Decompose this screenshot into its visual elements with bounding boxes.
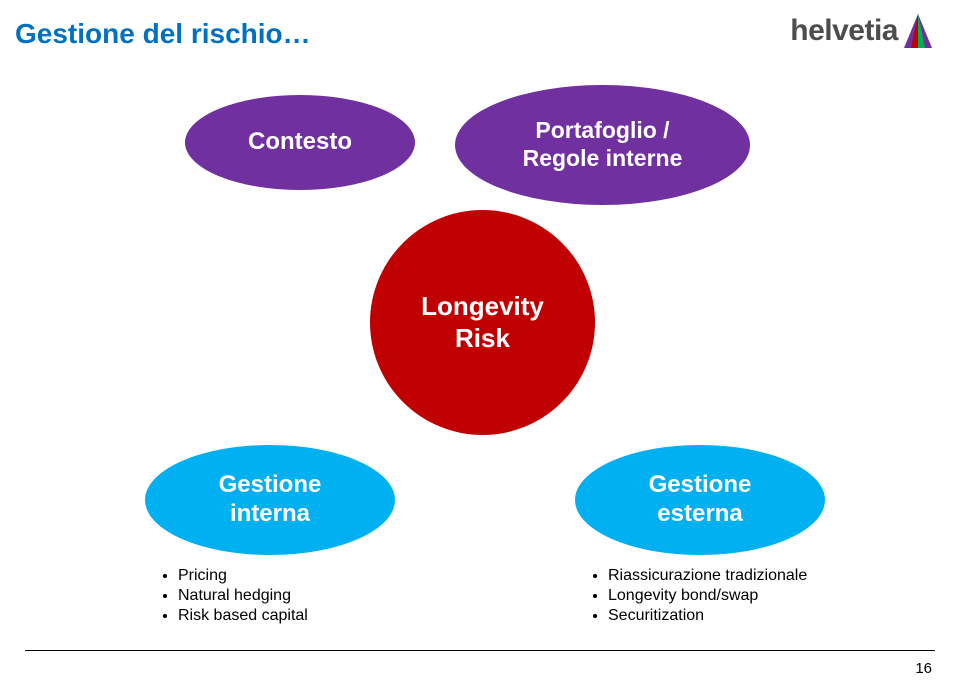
brand-logo-mark <box>904 14 932 48</box>
node-contesto-label: Contesto <box>248 128 352 157</box>
bullet-item: Longevity bond/swap <box>608 587 807 605</box>
bullet-item: Pricing <box>178 567 308 585</box>
footer-divider <box>25 650 935 651</box>
node-gestione-interna: Gestione interna <box>145 445 395 555</box>
bullet-item: Riassicurazione tradizionale <box>608 567 807 585</box>
node-longevity-risk: Longevity Risk <box>370 210 595 435</box>
bullet-item: Natural hedging <box>178 587 308 605</box>
node-gestione-interna-label: Gestione interna <box>219 471 322 529</box>
bullet-item: Securitization <box>608 607 807 625</box>
slide: Gestione del rischio… helvetia Contesto … <box>0 0 960 695</box>
page-number: 16 <box>915 660 932 677</box>
node-portafoglio-label: Portafoglio / Regole interne <box>523 117 683 172</box>
brand-logo-text: helvetia <box>790 14 898 48</box>
node-gestione-esterna: Gestione esterna <box>575 445 825 555</box>
node-contesto: Contesto <box>185 95 415 190</box>
bullet-item: Risk based capital <box>178 607 308 625</box>
brand-logo: helvetia <box>790 14 932 48</box>
slide-title: Gestione del rischio… <box>15 18 311 50</box>
bullets-esterna: Riassicurazione tradizionale Longevity b… <box>590 565 807 627</box>
node-gestione-esterna-label: Gestione esterna <box>649 471 752 529</box>
node-longevity-risk-label: Longevity Risk <box>421 291 544 353</box>
bullets-interna: Pricing Natural hedging Risk based capit… <box>160 565 308 627</box>
node-portafoglio: Portafoglio / Regole interne <box>455 85 750 205</box>
